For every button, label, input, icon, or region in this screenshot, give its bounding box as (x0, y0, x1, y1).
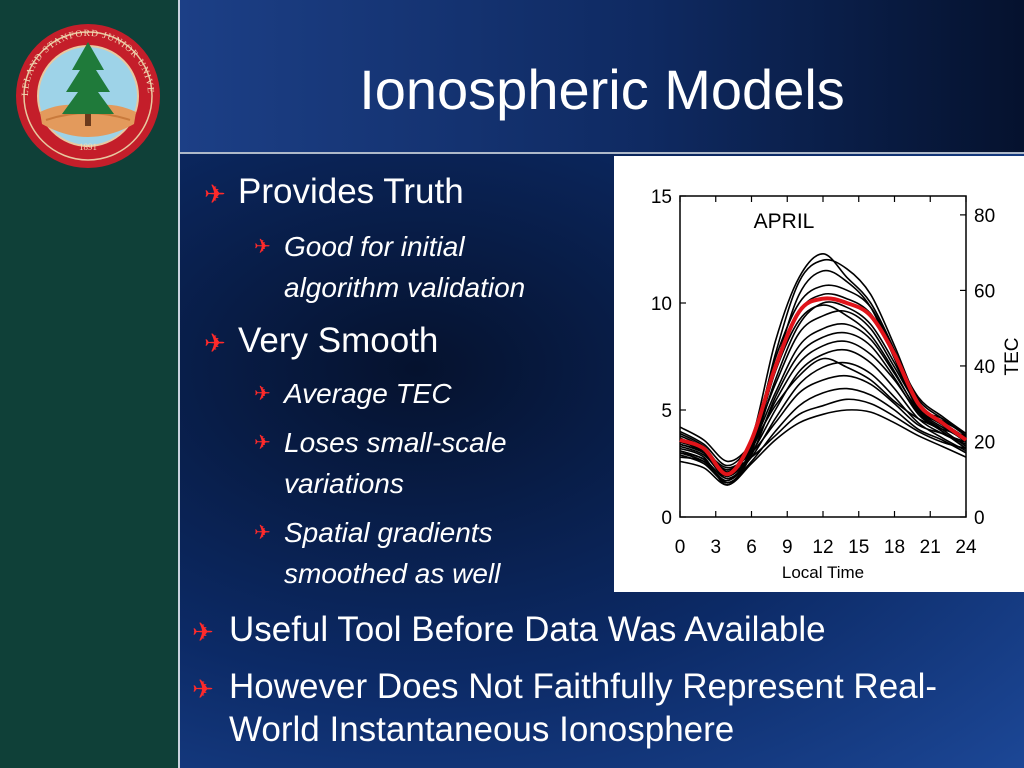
x-tick-label: 0 (675, 537, 686, 558)
bullet-text: Very Smooth (238, 321, 439, 360)
sidebar-divider (178, 0, 180, 768)
airplane-icon: ✈ (192, 617, 214, 647)
bullet-real-world: ✈ However Does Not Faithfully Represent … (192, 665, 989, 751)
y-tick-label: 0 (661, 508, 672, 529)
bullet-text: Useful Tool Before Data Was Available (229, 610, 826, 649)
y-tick-label: 5 (661, 401, 672, 422)
bullet-very-smooth: ✈ Very Smooth (204, 321, 439, 361)
y2-tick-label: 20 (974, 432, 995, 453)
bullet-text: However Does Not Faithfully Represent Re… (229, 667, 938, 749)
bullet-text: Loses small-scale variations (284, 427, 507, 499)
tec-chart-panel: 0 3 6 9 12 15 18 21 24 0 5 10 15 0 20 40 60 80 APRIL Local … (614, 156, 1024, 592)
x-tick-label: 15 (848, 537, 869, 558)
bullet-small-scale: ✈ Loses small-scale variations (254, 422, 584, 504)
daily-tec-line (679, 361, 967, 480)
x-tick-label: 3 (710, 537, 721, 558)
x-tick-label: 9 (782, 537, 793, 558)
bullet-average-tec: ✈ Average TEC (254, 373, 452, 414)
x-tick-label: 6 (746, 537, 757, 558)
airplane-icon: ✈ (254, 432, 271, 454)
daily-tec-line (679, 374, 967, 469)
y2-axis-label: TEC (1002, 338, 1023, 376)
y-tick-label: 10 (651, 294, 672, 315)
x-tick-label: 18 (884, 537, 905, 558)
daily-tec-line (679, 310, 967, 467)
airplane-icon: ✈ (254, 236, 271, 258)
bullet-useful-tool: ✈ Useful Tool Before Data Was Available (192, 608, 826, 651)
daily-tec-line (679, 387, 967, 484)
daily-tec-line (679, 398, 967, 471)
svg-text:1891: 1891 (79, 142, 97, 152)
y-tick-label: 15 (651, 187, 672, 208)
daily-tec-line (679, 258, 967, 480)
x-tick-label: 12 (812, 537, 833, 558)
x-axis-label: Local Time (782, 563, 864, 582)
title-divider (180, 152, 1024, 154)
tec-chart: 0 3 6 9 12 15 18 21 24 0 5 10 15 0 20 40 60 80 APRIL Local … (651, 187, 1023, 582)
daily-tec-line (679, 409, 967, 486)
chart-title: APRIL (754, 210, 815, 233)
bullet-algorithm-validation: ✈ Good for initial algorithm validation (254, 226, 584, 308)
bullet-text: Average TEC (284, 378, 452, 409)
x-tick-label: 21 (920, 537, 941, 558)
y2-tick-label: 0 (974, 508, 985, 529)
daily-tec-line (679, 252, 967, 478)
y2-tick-label: 40 (974, 357, 995, 378)
y2-tick-label: 80 (974, 206, 995, 227)
stanford-seal-icon: 1891 LELAND STANFORD JUNIOR UNIVERSITY (6, 20, 160, 168)
bullet-text: Provides Truth (238, 172, 464, 211)
bullet-text: Spatial gradients smoothed as well (284, 517, 501, 589)
x-tick-label: 24 (955, 537, 977, 558)
title-bar (180, 0, 1024, 152)
y2-tick-label: 60 (974, 281, 995, 302)
bullet-text: Good for initial algorithm validation (284, 231, 526, 303)
airplane-icon: ✈ (254, 522, 271, 544)
average-tec-line (679, 296, 968, 477)
daily-tec-line (679, 357, 967, 463)
daily-tec-line (679, 292, 967, 471)
bullet-provides-truth: ✈ Provides Truth (204, 172, 464, 212)
airplane-icon: ✈ (204, 179, 226, 209)
bullet-spatial-gradients: ✈ Spatial gradients smoothed as well (254, 512, 584, 594)
page-title: Ionospheric Models (359, 58, 845, 121)
daily-tec-line (679, 304, 967, 482)
airplane-icon: ✈ (204, 328, 226, 358)
airplane-icon: ✈ (192, 674, 214, 704)
airplane-icon: ✈ (254, 383, 271, 405)
daily-tec-line (679, 284, 967, 473)
